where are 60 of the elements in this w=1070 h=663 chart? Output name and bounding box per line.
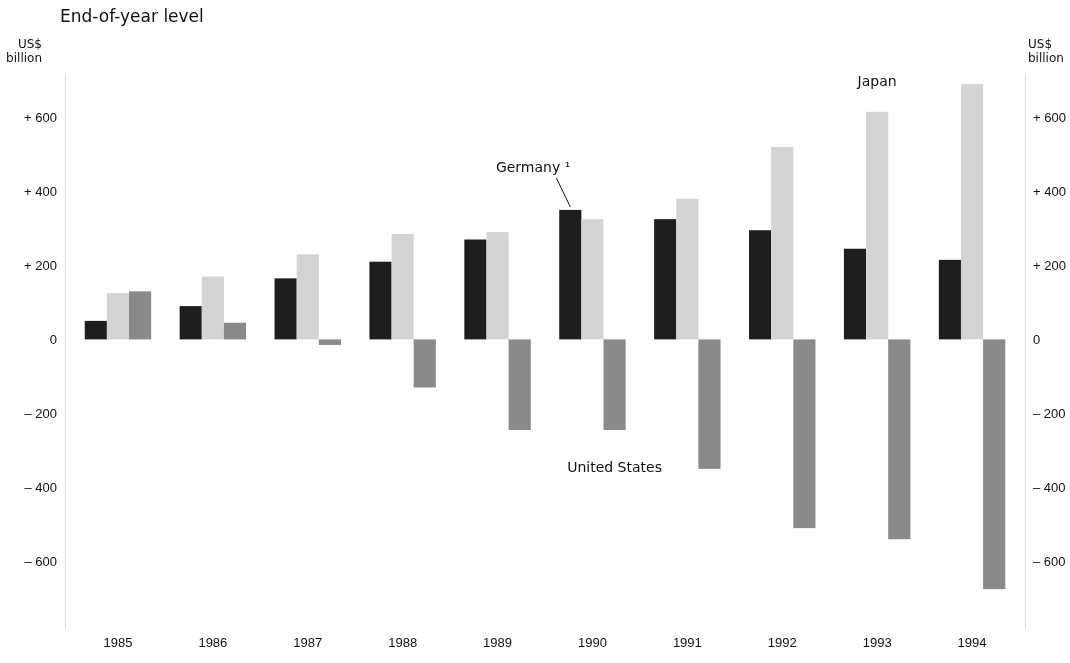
bar bbox=[84, 320, 107, 340]
y2-tick-label: – 200 bbox=[1033, 406, 1066, 422]
bar bbox=[129, 291, 152, 340]
bar bbox=[201, 276, 224, 340]
y2-tick-label: – 400 bbox=[1033, 480, 1066, 496]
bar bbox=[486, 232, 509, 340]
bar bbox=[960, 84, 984, 340]
y2-tick-label: + 400 bbox=[1033, 184, 1066, 200]
bar bbox=[559, 209, 582, 340]
bar bbox=[318, 339, 341, 345]
bar bbox=[464, 239, 487, 340]
x-tick-label: 1989 bbox=[483, 635, 513, 651]
x-tick-label: 1994 bbox=[957, 635, 987, 651]
bar bbox=[581, 219, 604, 340]
bar bbox=[866, 111, 889, 340]
y-tick-label: + 600 bbox=[24, 110, 57, 126]
bar bbox=[793, 339, 816, 529]
bar bbox=[223, 322, 247, 340]
x-tick-label: 1986 bbox=[198, 635, 228, 651]
y-tick-label: – 600 bbox=[24, 554, 57, 570]
x-tick-label: 1985 bbox=[103, 635, 133, 651]
y2-tick-label: – 600 bbox=[1033, 554, 1066, 570]
text: United States bbox=[567, 459, 662, 476]
x-tick-label: 1991 bbox=[672, 635, 702, 651]
y-tick-label: – 200 bbox=[24, 406, 57, 422]
bar bbox=[698, 339, 721, 469]
x-tick-label: 1990 bbox=[577, 635, 607, 651]
text: Germany ¹ bbox=[495, 158, 571, 175]
y-tick-label: + 400 bbox=[24, 184, 57, 200]
x-tick-label: 1988 bbox=[388, 635, 418, 651]
y-tick-label: – 400 bbox=[24, 480, 57, 496]
series-label: Japan bbox=[856, 73, 897, 90]
bar bbox=[179, 306, 202, 340]
bar bbox=[413, 339, 436, 388]
bar bbox=[938, 259, 961, 340]
x-tick-label: 1993 bbox=[862, 635, 892, 651]
bar bbox=[296, 254, 319, 340]
bar bbox=[391, 233, 414, 340]
bar bbox=[654, 219, 677, 340]
chart-title: End-of-year level bbox=[60, 6, 204, 26]
y-tick-label: + 200 bbox=[24, 258, 57, 274]
y-tick-label: 0 bbox=[49, 332, 57, 348]
bar bbox=[749, 230, 772, 340]
x-tick-label: 1987 bbox=[293, 635, 323, 651]
bar bbox=[508, 339, 531, 431]
bar bbox=[603, 339, 626, 431]
bar bbox=[274, 278, 297, 340]
y2-tick-label: + 600 bbox=[1033, 110, 1066, 126]
bar bbox=[983, 339, 1006, 590]
x-tick-label: 1992 bbox=[767, 635, 797, 651]
y2-axis-title: US$ billion bbox=[1028, 37, 1064, 65]
bar bbox=[888, 339, 911, 540]
y2-tick-label: 0 bbox=[1033, 332, 1041, 348]
bar bbox=[676, 198, 699, 340]
bar bbox=[106, 293, 130, 340]
bar bbox=[843, 248, 867, 340]
y2-tick-label: + 200 bbox=[1033, 258, 1066, 274]
bar bbox=[369, 261, 392, 340]
y-axis-title: US$ billion bbox=[6, 37, 42, 65]
bar bbox=[771, 147, 794, 340]
